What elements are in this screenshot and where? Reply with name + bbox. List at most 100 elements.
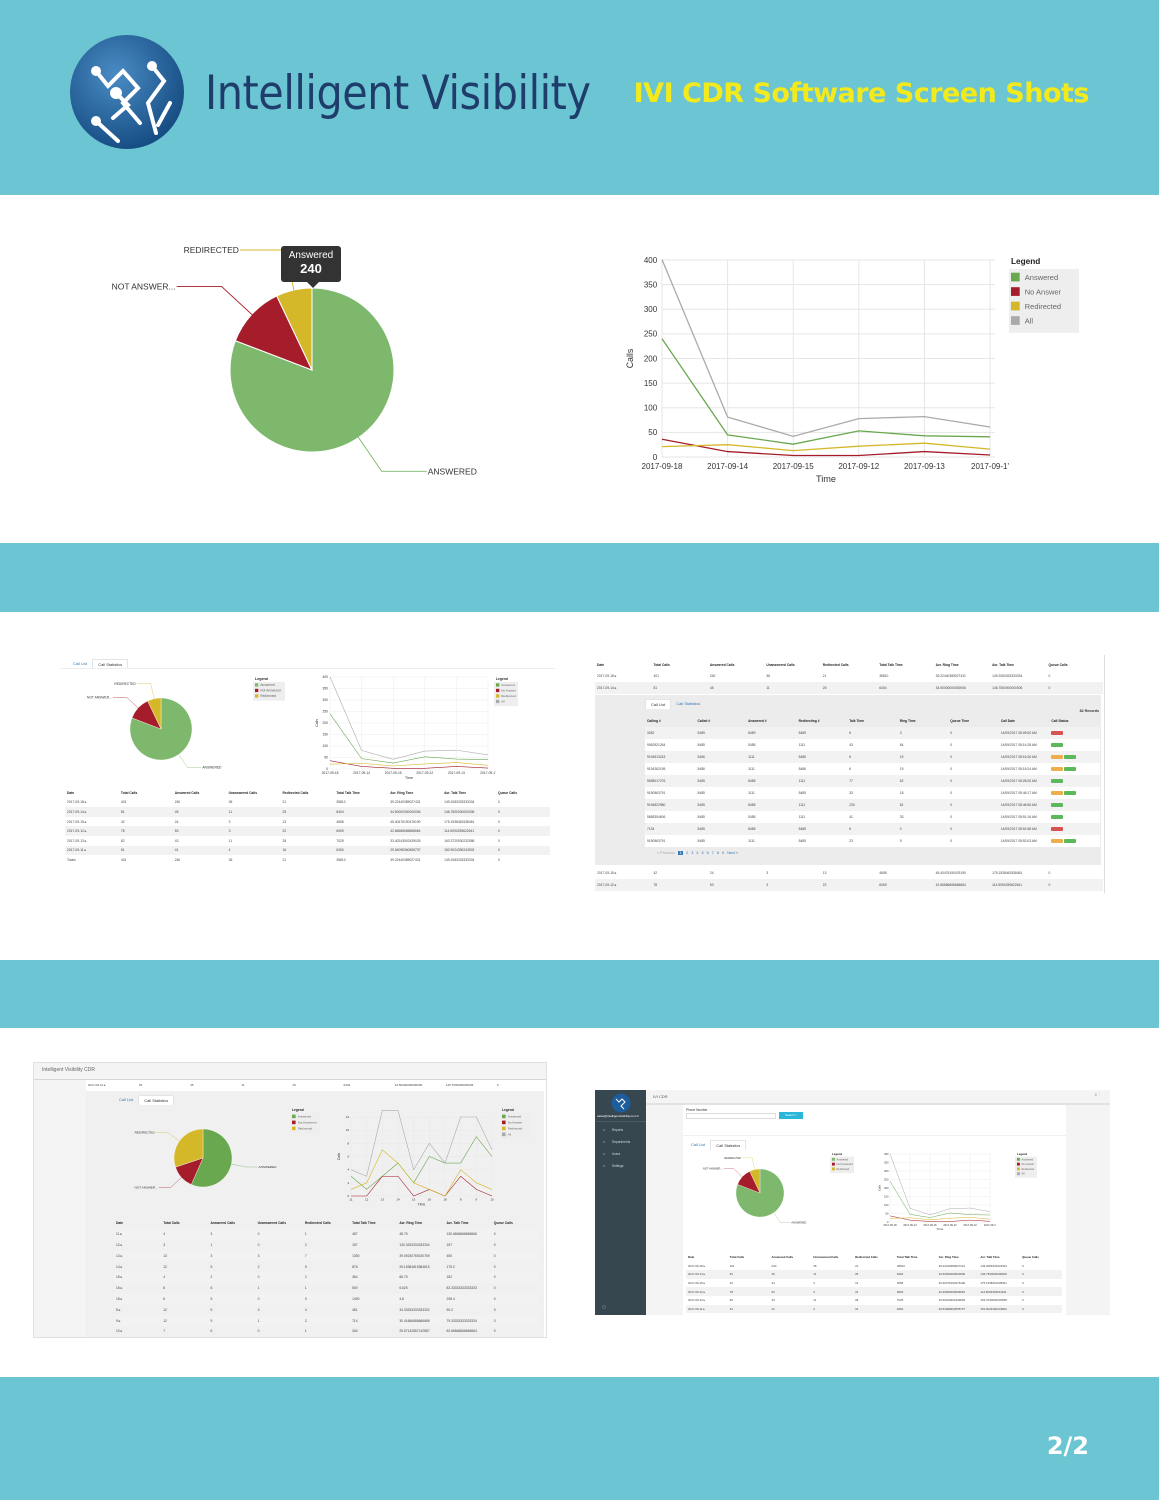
table-cell	[1049, 835, 1100, 847]
page-link[interactable]: 6	[706, 851, 709, 855]
table-row[interactable]: 9190563791 5485 1111 5485 23 9 0 14/09/2017 08:…	[645, 835, 1100, 847]
table-cell: 0	[1022, 1298, 1024, 1303]
table-header-row: Calling # Called # Answered # Redirecting #…	[645, 715, 1100, 727]
page-link[interactable]: 3	[691, 851, 694, 855]
table-row[interactable]: 2017-09-11 ▸ 61 41 4 16 6260 29.54098360655737…	[686, 1304, 1062, 1314]
table-cell: 0	[498, 800, 500, 805]
table-row[interactable]: Totals40124036213581039.2244038902743114…	[686, 1313, 1062, 1315]
tab-call-list[interactable]: Call List	[73, 661, 88, 666]
column-header: Calling #	[647, 719, 661, 723]
table-row[interactable]: 2017-09-12 ▸ 78 53 3 22 6069 42.66666666666664…	[65, 826, 550, 836]
table-cell: 5485	[695, 787, 747, 799]
tab-call-statistics[interactable]: Call Statistics	[92, 659, 129, 669]
table-row[interactable]: 7134 5485 5485 5485 6 0 0 14/09/2017 08:51:58 A…	[645, 823, 1100, 835]
table-row[interactable]: 2017-09-12 ▸ 78 53 3 22 6069 42.66666666666664…	[686, 1287, 1062, 1296]
table-cell: 34.33333333333332	[399, 1307, 430, 1312]
column-header: Date	[688, 1255, 695, 1260]
page-link[interactable]: 4	[696, 851, 699, 855]
table-row[interactable]: 13 ▸ 13 3 3 7 1350 39.09230769230769 450 0	[114, 1250, 539, 1262]
page-link[interactable]: 8	[716, 851, 719, 855]
table-cell: 146.7500000000006	[978, 1270, 1021, 1279]
table-row[interactable]: 9194513243 5486 1111 5486 6 19 0 14/09/2017 08:…	[645, 751, 1100, 763]
table-row[interactable]: 12 ▸ 3 1 0 2 157 130.3333333333334 157 0	[114, 1240, 539, 1251]
y-tick-label: 50	[648, 428, 657, 437]
table-cell: 5486	[796, 751, 848, 763]
column-header: Unanswered Calls	[228, 790, 258, 795]
table-cell: 81	[897, 799, 949, 811]
table-row[interactable]: 18 ▸ 6 5 0 0 1490 4.8 298.4 0	[114, 1293, 539, 1305]
table-row[interactable]: 9190563791 5485 1111 5485 33 18 0 14/09/2017 08…	[645, 787, 1100, 799]
table-row[interactable]: 2017-09-18 ▸ 401 240 36 21 35810 39.2244038902…	[65, 798, 550, 808]
table-row[interactable]: 2017-09-14 ▸ 81 45 11 25 6404 34.5000000000000…	[595, 682, 1103, 694]
page-link[interactable]: 7	[711, 851, 714, 855]
tab-call-statistics[interactable]: Call Statistics	[710, 1140, 747, 1150]
table-row[interactable]: 2017-09-13 ▸ 82 43 11 28 7025 33.4024390243902…	[686, 1296, 1062, 1305]
table-cell	[1049, 787, 1100, 799]
sidebar-item-users[interactable]: □ Users	[603, 1152, 620, 1156]
table-cell: 90.2	[446, 1307, 453, 1312]
table-row[interactable]: 11 ▸ 4 3 0 1 457 48.75 130.6666666666666 0	[114, 1228, 539, 1240]
table-row[interactable]: 2017-09-14 ▸ 81 45 11 25 6404 34.5000000000000…	[65, 807, 550, 817]
table-cell: 34.50000000000006	[388, 807, 443, 817]
column-header: Total Talk Time	[336, 790, 360, 795]
table-row[interactable]: 2017-09-11 ▸ 61 41 4 16 6260 29.54098360655737…	[65, 845, 550, 856]
search-button[interactable]: Search ⌕	[779, 1112, 803, 1119]
table-cell: 6404	[334, 807, 389, 817]
table-row[interactable]: 2017-09-18 ▸ 401 240 36 21 35810 39.2244038902…	[686, 1262, 1062, 1271]
table-cell: 364	[350, 1271, 398, 1283]
page-link[interactable]: 9	[721, 851, 725, 855]
table-row[interactable]: 9 ▸ 12 9 1 2 714 30.41666666666668 79.333333333…	[114, 1315, 539, 1326]
page-link[interactable]: 5	[701, 851, 704, 855]
search-icon[interactable]: ⌕ ⋮	[1094, 1092, 1100, 1098]
sidebar-item-departments[interactable]: □ Departments	[603, 1140, 630, 1144]
table-cell: 4	[161, 1228, 209, 1240]
logout-icon[interactable]: ⏻	[602, 1305, 606, 1311]
page-link[interactable]: 1	[677, 851, 684, 855]
table-row[interactable]: 2017-09-14 ▸ 81 45 11 25 6404 34.5000000000000…	[686, 1270, 1062, 1279]
table-row[interactable]: 8 ▸ 12 5 3 4 451 34.33333333333332 90.2 0	[114, 1304, 539, 1315]
table-row[interactable]: 9194262195 5486 1111 5486 6 19 0 14/09/2017 08:…	[645, 763, 1100, 775]
tab-call-list[interactable]: Call List	[119, 1097, 134, 1102]
tab-call-list[interactable]: Call List	[691, 1142, 706, 1147]
sidebar-item-reports[interactable]: □ Reports	[603, 1128, 623, 1132]
table-cell: 25	[290, 1081, 342, 1088]
page-link[interactable]: « Previous	[657, 851, 675, 855]
table-row[interactable]: 2017-09-13 ▸ 82 43 11 28 7025 33.4024390243902…	[65, 836, 550, 846]
tab-bar: Call List Call Statistics	[686, 1140, 747, 1150]
table-cell: 25.57142857142857	[399, 1329, 430, 1334]
tab-call-statistics[interactable]: Call Statistics	[676, 701, 701, 706]
pie-label: REDIRECTED	[184, 245, 239, 255]
table-row[interactable]: 2017-09-14 ▸ 81 45 11 25 6404 34.5000000000000…	[86, 1081, 546, 1088]
table-cell: 13	[161, 1250, 209, 1262]
table-row[interactable]: 14 ▸ 12 5 2 5 876 25.15384615384615 175.2 0	[114, 1261, 539, 1272]
table-cell: 1350	[350, 1250, 398, 1262]
sidebar-item-settings[interactable]: □ Settings	[603, 1164, 623, 1168]
table-row[interactable]: 3282 5489 5489 5489 6 3 0 14/09/2017 08:09:00 A…	[645, 727, 1100, 739]
table-row[interactable]: 2017-09-12 ▸ 78 53 3 22 6069 42.66666666666664…	[595, 879, 1103, 891]
tab-call-list[interactable]: Call List	[645, 699, 672, 709]
table-row[interactable]: 5698017276 5485 5485 1111 77 62 0 14/09/2017 08…	[645, 775, 1100, 787]
table-row[interactable]: 16 ▸ 8 6 1 1 500 6.625 83.33333333333333 0	[114, 1283, 539, 1294]
table-cell: 114.5094339622641	[978, 1287, 1021, 1296]
tab-call-statistics[interactable]: Call Statistics	[138, 1095, 175, 1105]
table-row[interactable]: 9062921264 5485 5485 1111 43 64 0 14/09/2017 08…	[645, 739, 1100, 751]
table-row[interactable]: 2017-09-15 ▸ 42 24 3 13 4658 45.40476190476190…	[595, 867, 1103, 879]
table-row[interactable]: 2017-09-15 ▸ 42 24 3 13 4658 45.40476190476190…	[65, 817, 550, 827]
table-cell: 77	[847, 775, 898, 787]
table-row[interactable]: 9194822980 5485 5485 1111 230 81 0 14/09/2017 0…	[645, 799, 1100, 811]
table-row[interactable]: 15 ▸ 4 2 0 2 364 66.75 182 0	[114, 1271, 539, 1283]
user-menu[interactable]: sales@intelligentvisibility.com ▾	[597, 1114, 639, 1118]
topbar-border	[646, 1103, 1110, 1105]
table-cell: 3	[208, 1228, 256, 1240]
table-row[interactable]: 10 ▸ 7 6 0 1 264 25.57142857142857 62.666666666…	[114, 1326, 539, 1337]
table-cell: 5	[208, 1293, 256, 1305]
column-header: Avr. Ring Time	[399, 1221, 423, 1226]
phone-number-input[interactable]	[686, 1113, 776, 1119]
table-row[interactable]: 5658354606 5485 5485 1111 41 33 0 14/09/2017 08…	[645, 811, 1100, 823]
page-link[interactable]: Next »	[727, 851, 739, 855]
table-cell: 3	[257, 1307, 260, 1312]
page-link[interactable]: 2	[686, 851, 689, 855]
table-row[interactable]: 2017-09-18 ▸ 401 240 36 21 35810 39.2244038902…	[595, 671, 1103, 683]
table-row[interactable]: 2017-09-15 ▸ 42 24 3 13 4658 45.40476190476190…	[686, 1279, 1062, 1288]
